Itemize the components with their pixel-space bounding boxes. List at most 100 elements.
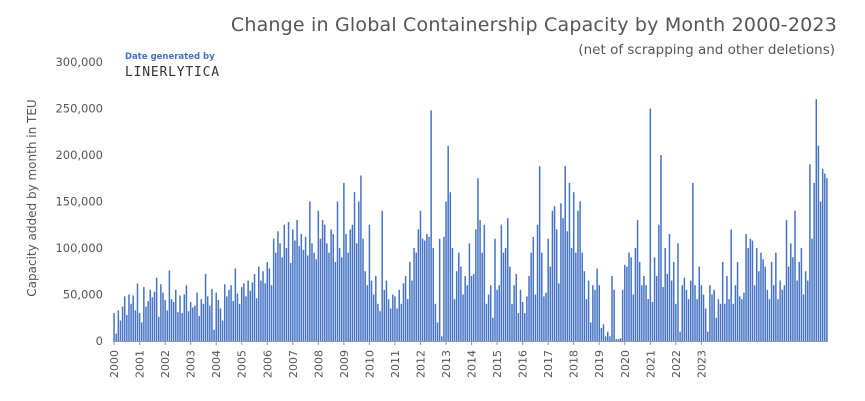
bar (315, 259, 317, 341)
bar (713, 289, 715, 341)
bar (262, 271, 264, 341)
bar (119, 320, 122, 341)
bar (541, 252, 543, 341)
bar (336, 201, 339, 341)
bar (628, 252, 630, 341)
bar (566, 231, 569, 341)
bar (564, 166, 566, 341)
bar (602, 324, 605, 341)
bar (243, 283, 245, 341)
bar (287, 221, 290, 341)
bar (511, 303, 513, 341)
bar (679, 331, 681, 341)
bar (266, 261, 269, 341)
x-tick-label: 2016 (517, 350, 530, 378)
bar (143, 287, 145, 341)
bar (189, 301, 192, 341)
x-tick-label: 2009 (338, 350, 351, 378)
bar (592, 285, 594, 341)
bar (455, 271, 458, 341)
y-tick-label: 50,000 (63, 288, 103, 302)
bar (392, 294, 394, 341)
bar (607, 331, 609, 341)
bar (317, 210, 320, 341)
bar (651, 301, 654, 341)
bar (811, 238, 813, 341)
bar (551, 210, 554, 341)
bar (755, 248, 758, 341)
bar (632, 294, 635, 341)
bar (670, 280, 673, 341)
bar (379, 311, 381, 341)
bar (264, 283, 266, 341)
bar (498, 285, 500, 341)
bar (804, 271, 807, 341)
bar (179, 295, 181, 341)
bars (113, 99, 828, 341)
x-tick-label: 2000 (108, 350, 121, 378)
x-tick-label: 2005 (236, 350, 249, 378)
bar (236, 293, 239, 341)
bar (502, 252, 505, 341)
bar (792, 257, 794, 341)
bar (136, 283, 139, 341)
bar (268, 268, 271, 341)
bar (464, 275, 466, 341)
x-tick-label: 2010 (363, 350, 376, 378)
bar (292, 229, 294, 341)
bar (436, 322, 439, 341)
x-tick-label: 2007 (287, 350, 300, 378)
bar (741, 299, 743, 341)
bar (809, 164, 811, 341)
bar (813, 182, 815, 341)
bar (598, 285, 600, 341)
bar (824, 173, 826, 341)
bar (736, 261, 739, 341)
bar (819, 201, 822, 341)
bar (285, 248, 288, 341)
bar (664, 248, 666, 341)
bar (345, 234, 347, 341)
bar (219, 308, 222, 341)
bar (470, 275, 473, 341)
bar (549, 266, 552, 341)
bar (360, 175, 362, 341)
bar (319, 238, 322, 341)
bar (226, 296, 228, 341)
bar (519, 289, 522, 341)
bar (192, 307, 194, 341)
bar (241, 287, 243, 341)
bar (553, 206, 556, 341)
bar (453, 299, 456, 341)
bar (517, 313, 520, 341)
x-tick-label: 2021 (644, 350, 657, 378)
bar (245, 296, 247, 341)
bar (368, 224, 371, 341)
bar (309, 201, 311, 341)
bar (783, 285, 786, 341)
bar (800, 248, 803, 341)
bar (481, 252, 483, 341)
bar (802, 294, 805, 341)
bar (232, 301, 234, 341)
bar (709, 285, 711, 341)
bar (353, 192, 356, 341)
bar (613, 289, 615, 341)
bar (653, 257, 656, 341)
x-tick-label: 2003 (185, 350, 198, 378)
x-tick-label: 2013 (440, 350, 453, 378)
bar (560, 203, 562, 341)
bar (183, 294, 186, 341)
bar (358, 201, 360, 341)
bar (343, 182, 345, 341)
bar (258, 266, 260, 341)
bar (217, 300, 220, 341)
bar (655, 275, 658, 341)
bar (400, 303, 403, 341)
bar (732, 303, 735, 341)
bar (432, 248, 435, 341)
x-tick-label: 2011 (389, 350, 402, 378)
bar (162, 292, 164, 341)
bar (355, 243, 358, 341)
bar (381, 210, 383, 341)
